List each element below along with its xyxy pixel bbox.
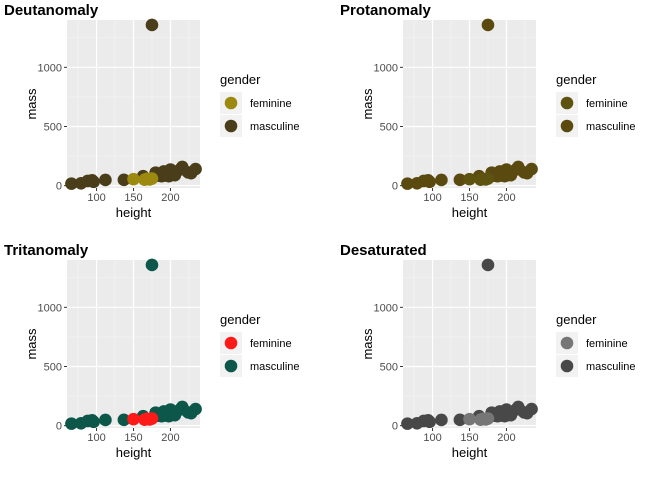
y-tick-label: 0 bbox=[392, 421, 398, 433]
point-masculine bbox=[99, 173, 112, 187]
x-tick-label: 200 bbox=[161, 192, 179, 204]
y-tick-label: 0 bbox=[56, 181, 62, 193]
point-feminine bbox=[127, 172, 140, 186]
point-masculine bbox=[481, 18, 495, 32]
legend-label-feminine: feminine bbox=[250, 338, 292, 350]
point-feminine bbox=[481, 172, 495, 185]
point-masculine bbox=[99, 413, 112, 427]
legend-title: gender bbox=[220, 72, 261, 87]
y-tick-label: 500 bbox=[44, 121, 62, 133]
legend-label-masculine: masculine bbox=[586, 121, 636, 133]
legend-label-feminine: feminine bbox=[250, 98, 292, 110]
panel-tritanomaly: Tritanomaly 100 150 200 0 500 1000 height mass ge… bbox=[4, 242, 300, 460]
y-axis-title: mass bbox=[360, 328, 375, 360]
point-masculine bbox=[435, 173, 448, 187]
point-masculine bbox=[117, 173, 131, 187]
x-tick-label: 200 bbox=[161, 432, 179, 444]
panel-title: Deutanomaly bbox=[4, 2, 99, 19]
x-axis-title: height bbox=[116, 205, 152, 220]
point-masculine bbox=[525, 162, 538, 176]
x-axis-title: height bbox=[116, 445, 152, 460]
legend-key-feminine bbox=[224, 96, 238, 110]
point-masculine bbox=[87, 415, 100, 429]
point-masculine bbox=[423, 415, 436, 429]
y-tick-label: 0 bbox=[392, 181, 398, 193]
legend-key-masculine bbox=[560, 119, 574, 133]
legend-label-feminine: feminine bbox=[586, 98, 628, 110]
point-masculine bbox=[117, 413, 131, 427]
x-tick-label: 200 bbox=[497, 192, 515, 204]
x-axis-title: height bbox=[452, 445, 488, 460]
point-masculine bbox=[423, 175, 436, 189]
point-masculine bbox=[525, 402, 538, 416]
point-masculine bbox=[65, 177, 78, 190]
panel-deutanomaly: Deutanomaly 100 150 200 0 500 1000 height mass ge… bbox=[4, 2, 300, 220]
legend-key-feminine bbox=[560, 96, 574, 110]
y-axis-title: mass bbox=[24, 328, 39, 360]
panel-desaturated: Desaturated 100 150 200 0 500 1000 height mass ge… bbox=[340, 242, 636, 460]
legend-label-masculine: masculine bbox=[250, 361, 300, 373]
legend-title: gender bbox=[220, 312, 261, 327]
legend-key-feminine bbox=[224, 336, 238, 350]
point-masculine bbox=[87, 175, 100, 189]
y-tick-label: 1000 bbox=[38, 62, 62, 74]
legend-key-masculine bbox=[224, 119, 238, 133]
legend-key-feminine bbox=[560, 336, 574, 350]
point-feminine bbox=[463, 172, 476, 186]
point-masculine bbox=[481, 258, 495, 272]
point-feminine bbox=[145, 412, 159, 425]
x-tick-label: 200 bbox=[497, 432, 515, 444]
point-feminine bbox=[481, 412, 495, 425]
point-masculine bbox=[401, 417, 414, 430]
x-tick-label: 100 bbox=[423, 192, 441, 204]
legend-title: gender bbox=[556, 312, 597, 327]
y-tick-label: 1000 bbox=[38, 302, 62, 314]
y-tick-label: 0 bbox=[56, 421, 62, 433]
y-axis-title: mass bbox=[360, 88, 375, 120]
point-feminine bbox=[127, 412, 140, 426]
point-masculine bbox=[189, 402, 202, 416]
x-tick-label: 150 bbox=[124, 432, 142, 444]
point-feminine bbox=[463, 412, 476, 426]
y-tick-label: 1000 bbox=[374, 62, 398, 74]
point-masculine bbox=[189, 162, 202, 176]
legend-label-masculine: masculine bbox=[586, 361, 636, 373]
x-tick-label: 150 bbox=[460, 432, 478, 444]
panel-protanomaly: Protanomaly 100 150 200 0 500 1000 height mass ge… bbox=[340, 2, 636, 220]
point-masculine bbox=[401, 177, 414, 190]
legend-label-masculine: masculine bbox=[250, 121, 300, 133]
y-tick-label: 1000 bbox=[374, 302, 398, 314]
point-masculine bbox=[65, 417, 78, 430]
x-axis-title: height bbox=[452, 205, 488, 220]
x-tick-label: 100 bbox=[87, 192, 105, 204]
legend-label-feminine: feminine bbox=[586, 338, 628, 350]
panel-title: Protanomaly bbox=[340, 2, 432, 19]
panel-title: Desaturated bbox=[340, 242, 427, 259]
y-tick-label: 500 bbox=[380, 121, 398, 133]
x-tick-label: 100 bbox=[87, 432, 105, 444]
point-feminine bbox=[145, 172, 159, 185]
point-masculine bbox=[435, 413, 448, 427]
x-tick-label: 150 bbox=[460, 192, 478, 204]
point-masculine bbox=[453, 413, 467, 427]
legend-key-masculine bbox=[224, 359, 238, 373]
point-masculine bbox=[145, 258, 159, 272]
x-tick-label: 150 bbox=[124, 192, 142, 204]
point-masculine bbox=[453, 173, 467, 187]
legend-key-masculine bbox=[560, 359, 574, 373]
point-masculine bbox=[145, 18, 159, 32]
y-axis-title: mass bbox=[24, 88, 39, 120]
panel-title: Tritanomaly bbox=[4, 242, 89, 259]
y-tick-label: 500 bbox=[380, 361, 398, 373]
y-tick-label: 500 bbox=[44, 361, 62, 373]
x-tick-label: 100 bbox=[423, 432, 441, 444]
legend-title: gender bbox=[556, 72, 597, 87]
